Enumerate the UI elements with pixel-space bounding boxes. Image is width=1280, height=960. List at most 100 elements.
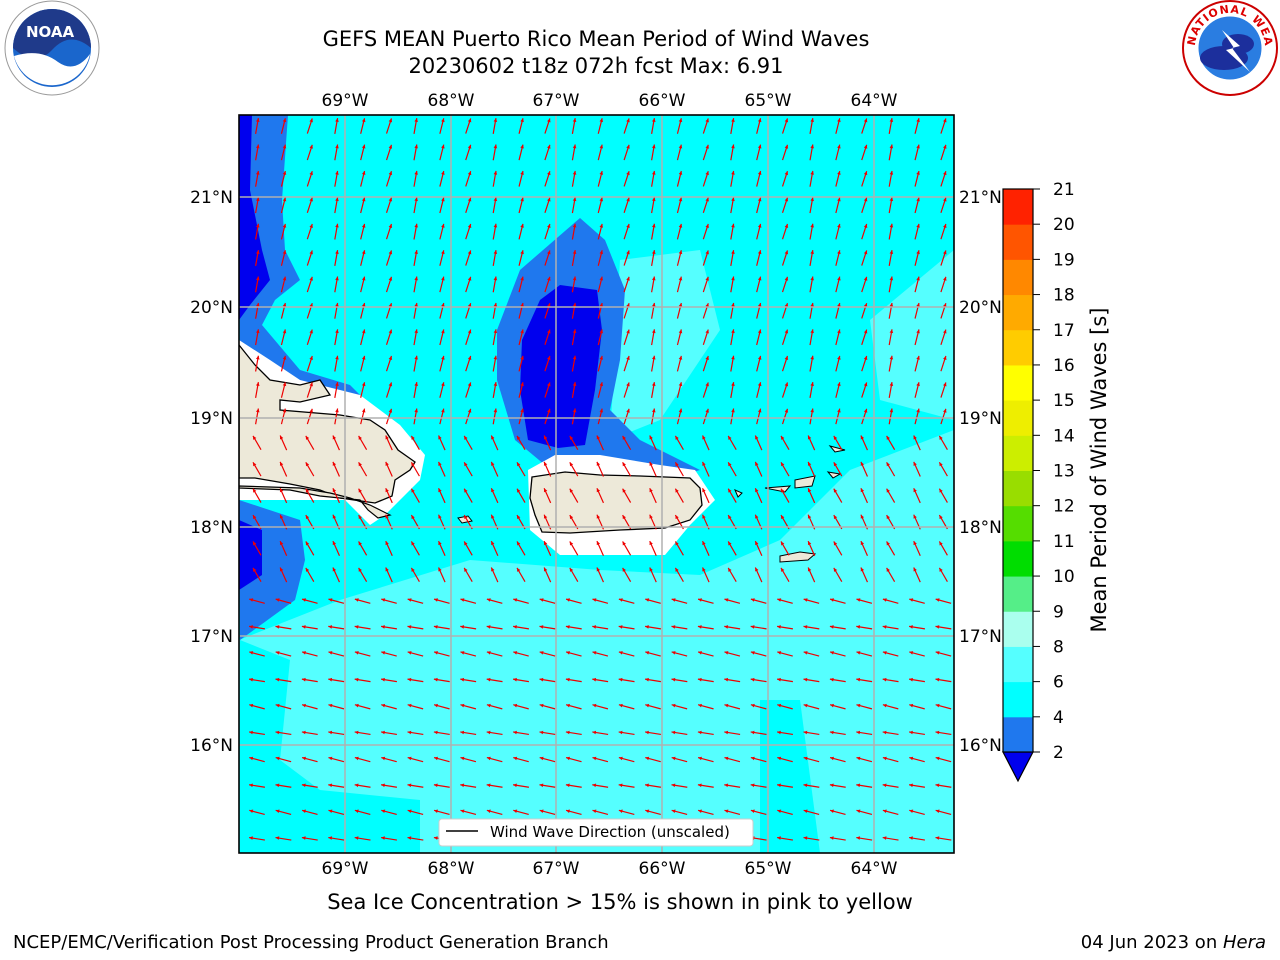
wave-direction-arrowhead: [592, 677, 597, 682]
wave-direction-arrowhead: [645, 730, 649, 735]
wave-direction-arrowhead: [493, 276, 498, 281]
wave-direction-arrowhead: [275, 625, 280, 629]
wave-direction-arrowhead: [889, 329, 894, 334]
wave-direction-arrowhead: [645, 625, 649, 629]
wave-direction-arrowhead: [909, 730, 913, 735]
wave-direction-arrowhead: [649, 514, 653, 519]
wave-direction-arrowhead: [572, 223, 577, 228]
wave-direction-arrowhead: [249, 836, 253, 840]
wave-direction-arrowhead: [781, 488, 785, 493]
wave-direction-arrowhead: [434, 598, 438, 602]
nws-logo-text: NATIONAL WEATHER SERVICE: [0, 0, 1274, 47]
wave-direction-arrowhead: [361, 408, 366, 413]
wave-direction-arrowhead: [651, 355, 656, 360]
wave-direction-arrowhead: [592, 783, 597, 788]
wave-direction-arrowhead: [282, 250, 287, 255]
credit-text: NCEP/EMC/Verification Post Processing Pr…: [13, 932, 609, 953]
wave-direction-arrowhead: [803, 598, 808, 602]
wave-direction-arrowhead: [565, 677, 570, 682]
wave-direction-arrowhead: [255, 276, 260, 281]
colorbar-tick-label: 19: [1053, 250, 1075, 270]
wave-direction-arrowhead: [282, 276, 287, 281]
wave-direction-arrowhead: [777, 625, 781, 629]
wave-direction-arrowhead: [913, 567, 917, 572]
wave-direction-arrowhead: [599, 250, 604, 255]
wave-direction-arrowhead: [517, 488, 521, 493]
wave-direction-arrowhead: [803, 703, 808, 708]
wave-direction-arrowhead: [543, 461, 548, 466]
wave-direction-arrowhead: [856, 625, 861, 629]
wave-direction-arrowhead: [381, 809, 386, 814]
wave-direction-arrowhead: [309, 250, 313, 255]
map-area: [239, 115, 954, 853]
wave-direction-arrowhead: [705, 223, 709, 228]
wave-direction-arrowhead: [784, 250, 789, 255]
wave-direction-arrowhead: [909, 625, 913, 629]
wave-direction-arrowhead: [810, 329, 814, 334]
wave-direction-arrowhead: [354, 651, 359, 655]
lat-labels-right: 21°N 20°N 19°N 18°N 17°N 16°N: [959, 188, 1002, 756]
wave-direction-arrowhead: [566, 809, 570, 814]
wave-direction-arrowhead: [434, 756, 438, 761]
wave-direction-arrowhead: [381, 625, 385, 629]
wave-direction-arrowhead: [358, 541, 362, 546]
wave-direction-arrowhead: [491, 541, 495, 546]
wave-direction-arrowhead: [302, 598, 306, 602]
wave-direction-arrowhead: [381, 836, 385, 840]
wave-direction-arrowhead: [882, 651, 887, 655]
wave-direction-arrowhead: [645, 677, 649, 682]
wave-direction-arrowhead: [626, 355, 630, 360]
wave-direction-arrowhead: [305, 567, 310, 572]
wave-direction-arrowhead: [464, 435, 468, 440]
colorbar-segment: [1003, 364, 1033, 401]
wave-direction-arrowhead: [520, 382, 524, 387]
wave-direction-arrowhead: [335, 223, 339, 228]
wave-direction-arrowhead: [651, 276, 656, 281]
wave-direction-arrowhead: [622, 515, 626, 520]
wave-direction-arrowhead: [935, 783, 940, 788]
wave-direction-arrowhead: [301, 625, 306, 629]
wave-direction-arrowhead: [513, 625, 517, 629]
wave-direction-arrowhead: [882, 836, 887, 840]
wave-direction-arrowhead: [678, 329, 683, 334]
wave-direction-arrowhead: [569, 488, 574, 493]
wave-direction-arrowhead: [520, 329, 524, 334]
wave-direction-arrowhead: [275, 677, 280, 682]
wave-direction-arrowhead: [622, 435, 626, 440]
wave-direction-arrowhead: [810, 250, 814, 254]
wave-direction-arrowhead: [441, 144, 445, 149]
wave-direction-arrowhead: [539, 730, 544, 735]
wave-direction-arrowhead: [255, 355, 260, 360]
wave-direction-arrowhead: [385, 541, 389, 546]
wave-direction-arrowhead: [863, 144, 868, 149]
wave-direction-arrowhead: [939, 462, 943, 467]
wave-direction-arrowhead: [411, 488, 415, 493]
wave-direction-arrowhead: [781, 435, 785, 440]
wave-direction-arrowhead: [596, 514, 601, 519]
lat-label: 16°N: [959, 736, 1002, 756]
wave-direction-arrowhead: [777, 598, 782, 602]
wave-direction-arrowhead: [863, 408, 868, 413]
wave-direction-arrowhead: [354, 756, 359, 761]
wave-direction-arrowhead: [705, 276, 709, 281]
colorbar-tick-label: 21: [1053, 180, 1075, 200]
wave-direction-arrowhead: [731, 329, 735, 334]
wave-direction-arrowhead: [724, 651, 729, 655]
wave-direction-arrowhead: [596, 488, 601, 493]
wave-direction-arrowhead: [626, 171, 630, 176]
wave-direction-arrowhead: [837, 355, 841, 360]
wave-direction-arrowhead: [784, 355, 789, 360]
wave-direction-arrowhead: [411, 462, 415, 467]
wave-direction-arrowhead: [671, 677, 676, 682]
wave-direction-arrowhead: [335, 302, 339, 307]
wave-direction-arrowhead: [513, 783, 517, 788]
wave-direction-arrowhead: [301, 677, 306, 682]
wave-direction-arrowhead: [513, 809, 518, 814]
wave-direction-arrowhead: [464, 488, 468, 493]
wave-direction-arrowhead: [833, 567, 838, 572]
wave-direction-arrowhead: [889, 144, 894, 149]
wave-direction-arrowhead: [572, 250, 577, 254]
wave-direction-arrowhead: [335, 408, 339, 413]
wave-direction-arrowhead: [572, 118, 577, 122]
wave-direction-arrowhead: [255, 408, 260, 413]
